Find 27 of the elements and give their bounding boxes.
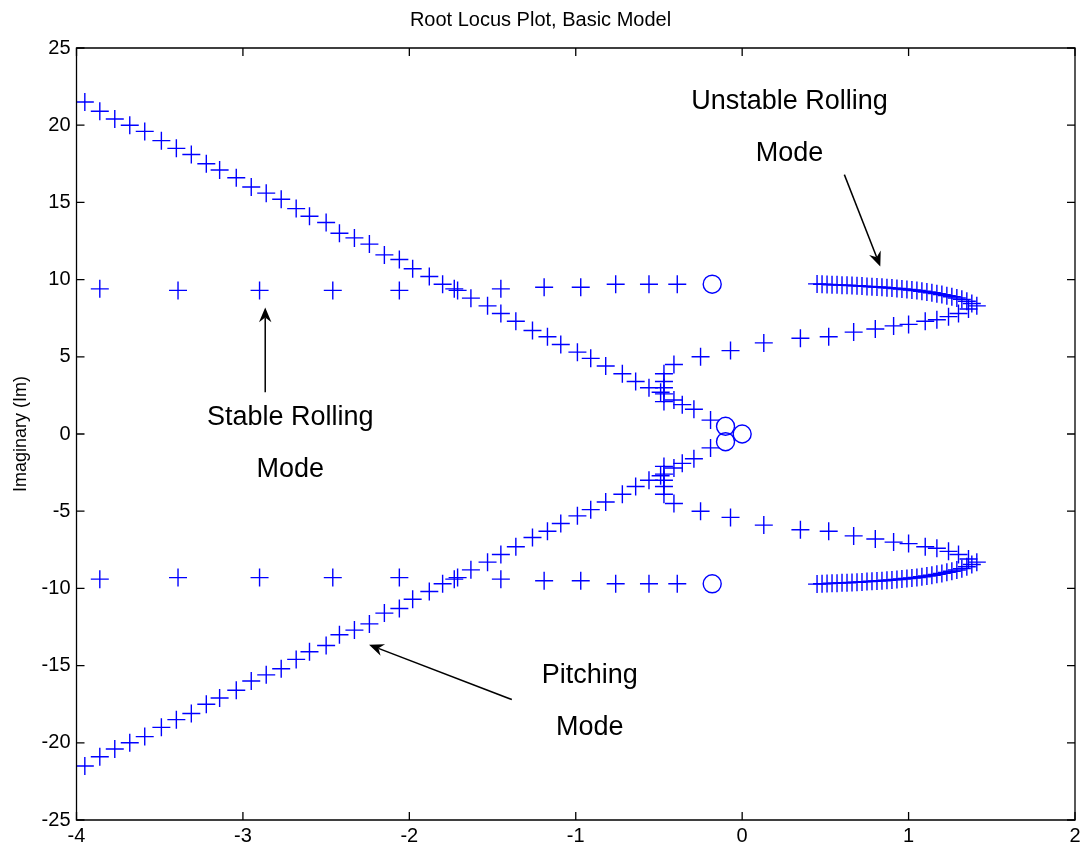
y-tick-label: -10: [41, 575, 71, 598]
y-tick-label: -15: [41, 653, 71, 676]
chart-title: Root Locus Plot, Basic Model: [409, 7, 672, 30]
y-tick-label: 20: [48, 112, 71, 135]
annotation: Unstable Rolling Mode: [691, 84, 888, 167]
x-tick-label: 2: [1069, 823, 1081, 846]
y-tick-label: -20: [41, 730, 71, 753]
annotation: Stable Rolling Mode: [206, 401, 374, 484]
y-tick-label: 10: [48, 267, 71, 290]
x-tick-label: 1: [903, 823, 915, 846]
annotation: Pitching Mode: [541, 658, 638, 741]
point: [702, 274, 722, 294]
x-tick-label: 0: [736, 823, 748, 846]
point: [715, 432, 736, 452]
point: [715, 416, 736, 436]
point: [702, 574, 722, 594]
x-tick-label: -3: [234, 823, 252, 846]
y-tick-label: 5: [59, 344, 71, 367]
point: [732, 424, 752, 444]
x-tick-label: -2: [400, 823, 419, 846]
x-tick-label: -1: [566, 823, 585, 846]
y-tick-label: -25: [41, 807, 71, 830]
y-tick-label: 0: [59, 421, 71, 444]
y-tick-label: -5: [52, 498, 71, 521]
y-tick-label: 15: [48, 189, 71, 212]
y-tick-label: 25: [48, 35, 71, 58]
y-axis-title: Imaginary (Im): [9, 375, 30, 493]
